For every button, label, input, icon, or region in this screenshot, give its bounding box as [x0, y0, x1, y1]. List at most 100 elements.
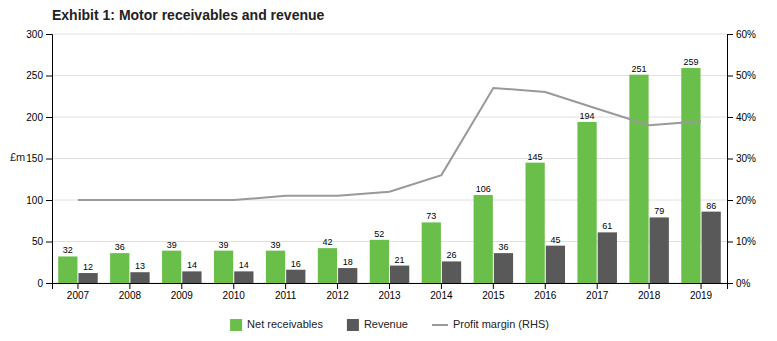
tick: 2018 — [638, 283, 661, 301]
bar — [474, 195, 493, 283]
tick-label: 40% — [736, 112, 756, 123]
tick: 300 — [26, 29, 52, 40]
tick-mark — [337, 283, 338, 289]
tick-mark — [46, 117, 52, 118]
bar — [629, 75, 648, 283]
data-label: 79 — [654, 206, 664, 216]
tick-label: 50% — [736, 70, 756, 81]
tick: 200 — [26, 112, 52, 123]
tick-label: 2016 — [534, 290, 557, 301]
data-label: 194 — [580, 111, 595, 121]
tick-mark — [46, 283, 52, 284]
legend-label: Net receivables — [247, 318, 323, 330]
bar — [338, 268, 357, 283]
legend-label: Revenue — [364, 318, 408, 330]
tick-mark — [285, 283, 286, 289]
tick: 2010 — [223, 283, 246, 301]
bar — [58, 256, 77, 283]
axis-line — [53, 284, 728, 290]
marks — [58, 68, 721, 283]
title: Exhibit 1: Motor receivables and revenue — [52, 7, 325, 23]
tick-label: 250 — [26, 70, 43, 81]
tick-label: 2017 — [586, 290, 609, 301]
tick: 40% — [727, 112, 756, 123]
grid-line — [52, 158, 727, 159]
plot: 3236393939425273106145194251259121314141… — [26, 29, 756, 301]
tick: 10% — [727, 236, 756, 247]
tick-label: 50 — [32, 236, 44, 247]
data-label: 14 — [239, 260, 249, 270]
bar — [702, 212, 721, 283]
tick: 2019 — [690, 283, 713, 301]
tick-mark — [493, 283, 494, 289]
line — [78, 88, 701, 200]
tick-label: 150 — [26, 153, 43, 164]
data-label: 13 — [135, 261, 145, 271]
bar — [78, 273, 97, 283]
data-label: 12 — [83, 262, 93, 272]
legend-item: Revenue — [347, 318, 408, 331]
legend-item: Profit margin (RHS) — [432, 318, 549, 330]
tick-label: 2014 — [430, 290, 453, 301]
bar — [546, 246, 565, 283]
tick-label: 10% — [736, 236, 756, 247]
bar — [370, 240, 389, 283]
data-label: 145 — [528, 152, 543, 162]
data-label: 14 — [187, 260, 197, 270]
tick-label: 2012 — [326, 290, 349, 301]
tick-label: 30% — [736, 153, 756, 164]
data-label: 45 — [550, 235, 560, 245]
tick: 2007 — [67, 283, 90, 301]
tick: 0% — [727, 278, 751, 289]
data-label: 106 — [476, 184, 491, 194]
data-label: 52 — [374, 229, 384, 239]
tick: 30% — [727, 153, 756, 164]
bar — [577, 122, 596, 283]
tick: 60% — [727, 29, 756, 40]
grid-line — [52, 75, 727, 76]
tick-label: 2009 — [171, 290, 194, 301]
bar — [598, 232, 617, 283]
tick-mark — [727, 242, 733, 243]
tick-label: 2010 — [223, 290, 246, 301]
data-label: 36 — [115, 242, 125, 252]
tick: 20% — [727, 195, 756, 206]
tick-mark — [77, 283, 78, 289]
y-axis: 050100150200250300 — [26, 29, 52, 289]
tick-mark — [46, 159, 52, 160]
data-label: 16 — [291, 259, 301, 269]
data-label: 18 — [343, 257, 353, 267]
tick: 2008 — [119, 283, 142, 301]
tick-mark — [441, 283, 442, 289]
bar — [494, 253, 513, 283]
legend: Net receivables Revenue Profit margin (RHS… — [230, 318, 549, 331]
bar — [422, 222, 441, 283]
tick-mark — [727, 200, 733, 201]
tick: 2014 — [430, 283, 453, 301]
bar — [162, 251, 181, 283]
tick: 2012 — [326, 283, 349, 301]
bar — [214, 251, 233, 283]
legend-label: Profit margin (RHS) — [453, 318, 549, 330]
x-axis: 2007 2008 2009 2010 2011 2012 2013 2014 2015 2016… — [53, 283, 728, 301]
tick-label: 2013 — [378, 290, 401, 301]
data-labels: 3236393939425273106145194251259121314141… — [63, 57, 716, 272]
tick-mark — [46, 242, 52, 243]
axis-label: £m — [10, 151, 25, 163]
tick-mark — [181, 283, 182, 289]
bar — [526, 163, 545, 283]
tick: 2011 — [275, 283, 297, 301]
tick-mark — [389, 283, 390, 289]
tick: 2017 — [586, 283, 609, 301]
tick: 2016 — [534, 283, 557, 301]
tick-mark — [649, 283, 650, 289]
tick-label: 2011 — [275, 290, 297, 301]
data-label: 259 — [683, 57, 698, 67]
tick-label: 2019 — [690, 290, 713, 301]
tick-label: 20% — [736, 195, 756, 206]
tick: 50% — [727, 70, 756, 81]
bar — [130, 272, 149, 283]
tick-mark — [46, 34, 52, 35]
tick-mark — [727, 76, 733, 77]
tick-label: 2015 — [482, 290, 505, 301]
